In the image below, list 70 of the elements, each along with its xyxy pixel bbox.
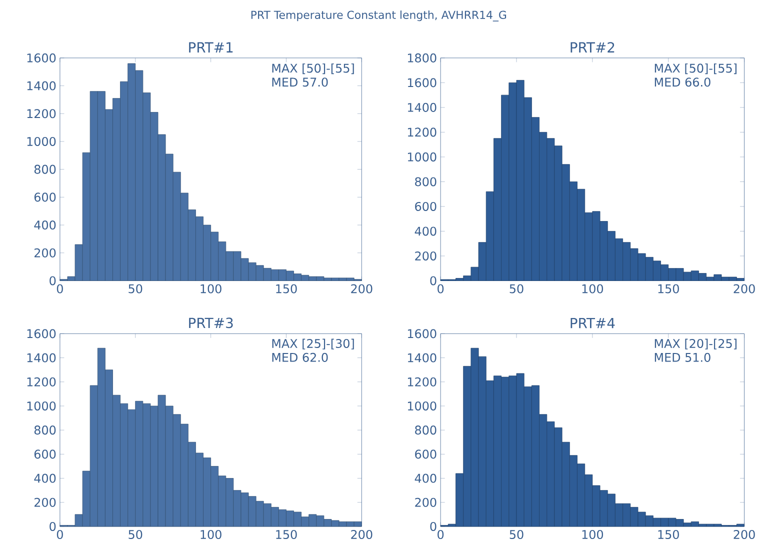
x-tick-label: 200 [351, 284, 372, 294]
annotation: MAX [20]-[25] [654, 338, 736, 350]
y-tick-label: 1200 [408, 127, 436, 136]
annotation: MED 57.0 [272, 77, 328, 86]
annotation: MAX [50]-[55] [272, 63, 354, 74]
y-tick-label: 800 [415, 425, 436, 434]
y-tick-label: 1400 [27, 353, 56, 362]
x-tick-label: 50 [510, 284, 524, 294]
x-tick-label: 50 [128, 284, 142, 294]
y-tick-label: 0 [430, 522, 436, 531]
x-tick-label: 50 [510, 530, 524, 539]
y-tick-label: 800 [34, 425, 56, 434]
y-tick-label: 1400 [27, 81, 56, 90]
x-tick-label: 0 [438, 530, 444, 539]
y-tick-label: 400 [34, 220, 56, 230]
chart-title: PRT#4 [570, 318, 615, 328]
y-tick-label: 1400 [408, 102, 436, 112]
annotation: MAX [25]-[30] [272, 338, 354, 350]
y-tick-label: 800 [415, 176, 436, 186]
y-tick-label: 1600 [408, 78, 436, 87]
y-tick-label: 1600 [27, 53, 56, 62]
annotation: MED 66.0 [654, 77, 710, 86]
y-tick-label: 1000 [27, 401, 56, 410]
text: PRT Temperature Constant length, AVHRR14_G [251, 10, 506, 22]
x-tick-label: 0 [56, 530, 63, 539]
x-tick-label: 200 [734, 284, 755, 294]
y-tick-label: 600 [34, 449, 56, 458]
x-tick-label: 150 [658, 284, 679, 294]
x-tick-label: 150 [276, 530, 297, 539]
y-tick-label: 1600 [408, 328, 436, 338]
y-tick-label: 1200 [27, 108, 56, 118]
y-tick-label: 1600 [27, 328, 56, 338]
x-tick-label: 200 [734, 530, 755, 539]
y-tick-label: 600 [415, 202, 436, 211]
y-tick-label: 400 [414, 226, 436, 236]
y-tick-label: 1800 [408, 53, 436, 62]
x-tick-label: 0 [56, 284, 63, 294]
chart-title: PRT#1 [189, 42, 233, 52]
x-tick-label: 150 [276, 284, 297, 294]
y-tick-label: 600 [415, 449, 436, 458]
y-tick-label: 0 [50, 276, 56, 286]
x-tick-label: 100 [200, 284, 222, 294]
y-tick-label: 600 [34, 192, 56, 202]
y-tick-label: 800 [34, 164, 56, 174]
y-tick-label: 1000 [408, 152, 436, 162]
y-tick-label: 1200 [408, 377, 436, 386]
y-tick-label: 1200 [27, 377, 56, 386]
x-tick-label: 150 [658, 530, 679, 539]
annotation: MED 62.0 [272, 352, 328, 362]
x-tick-label: 100 [582, 284, 604, 294]
y-tick-label: 400 [414, 474, 436, 483]
x-tick-label: 200 [351, 530, 372, 539]
y-tick-label: 200 [34, 248, 56, 258]
x-tick-label: 0 [438, 284, 444, 294]
y-tick-label: 1000 [408, 401, 436, 410]
x-tick-label: 50 [128, 530, 142, 539]
y-tick-label: 200 [34, 498, 56, 507]
y-tick-label: 200 [415, 251, 436, 260]
annotation: MAX [50]-[55] [654, 63, 736, 74]
y-tick-label: 200 [415, 498, 436, 507]
x-tick-label: 100 [200, 530, 222, 539]
y-tick-label: 0 [50, 522, 56, 531]
chart-title: PRT#2 [570, 42, 614, 52]
x-tick-label: 100 [582, 530, 604, 539]
y-tick-label: 0 [430, 276, 436, 286]
chart-title: PRT#3 [189, 317, 233, 328]
y-tick-label: 400 [34, 474, 56, 483]
y-tick-label: 1000 [27, 136, 56, 146]
annotation: MED 51.0 [654, 352, 710, 362]
y-tick-label: 1400 [408, 353, 436, 362]
